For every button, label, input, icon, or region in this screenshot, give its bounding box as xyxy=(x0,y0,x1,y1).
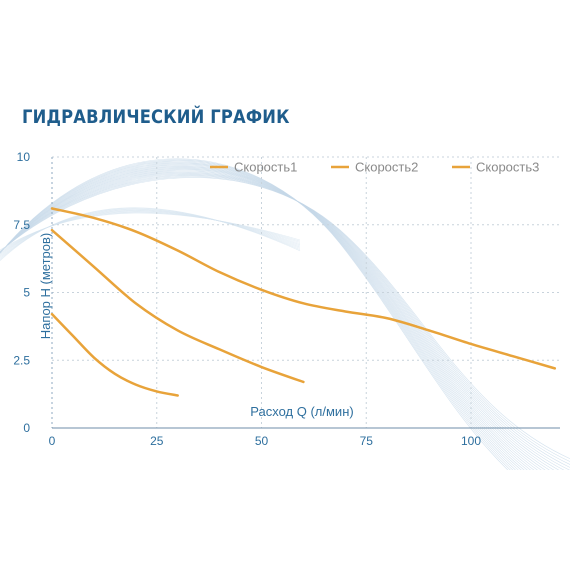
wave-line xyxy=(0,207,301,262)
x-tick-label: 75 xyxy=(360,434,374,448)
wave-line xyxy=(0,162,519,470)
wave-line xyxy=(0,159,511,470)
legend: Скорость1 Скорость2 Скорость3 xyxy=(210,160,539,175)
y-axis-label: Напор H (метров) xyxy=(38,233,53,339)
y-tick-label: 2.5 xyxy=(13,353,30,367)
series-line-1 xyxy=(50,207,557,370)
legend-label: Скорость2 xyxy=(355,160,418,175)
wave-line xyxy=(0,171,560,470)
wave-line xyxy=(0,163,525,470)
wave-line xyxy=(0,165,531,470)
wave-line xyxy=(0,175,570,465)
wave-line xyxy=(0,172,565,470)
wave-line xyxy=(0,161,517,470)
wave-line xyxy=(0,169,546,470)
wave-line xyxy=(0,163,522,470)
x-axis-label: Расход Q (л/мин) xyxy=(250,404,353,419)
x-tick-label: 25 xyxy=(150,434,164,448)
y-tick-label: 10 xyxy=(17,150,31,164)
grid xyxy=(52,156,560,428)
wave-line xyxy=(0,174,570,468)
legend-label: Скорость1 xyxy=(234,160,297,175)
axis-labels: Расход Q (л/мин) Напор H (метров) xyxy=(38,233,354,419)
y-tick-label: 5 xyxy=(23,286,30,300)
wave-line xyxy=(0,173,570,470)
series-line-2 xyxy=(50,228,305,384)
x-tick-label: 100 xyxy=(461,434,481,448)
tick-labels: 0 25 50 75 100 0 2.5 5 7.5 10 xyxy=(13,150,481,448)
x-tick-label: 0 xyxy=(49,434,56,448)
wave-line xyxy=(0,177,570,459)
decorative-wave-lines xyxy=(0,158,570,470)
wave-line xyxy=(0,160,514,470)
y-tick-label: 0 xyxy=(23,421,30,435)
series-line-3 xyxy=(50,312,179,397)
wave-line xyxy=(0,166,535,470)
y-tick-label: 7.5 xyxy=(13,218,30,232)
wave-line xyxy=(0,158,509,470)
wave-line xyxy=(0,170,550,470)
wave-line xyxy=(0,167,538,470)
axes xyxy=(51,157,560,429)
wave-line xyxy=(0,168,542,470)
legend-label: Скорость3 xyxy=(476,160,539,175)
series-lines xyxy=(50,207,557,397)
chart-title: ГИДРАВЛИЧЕСКИЙ ГРАФИК xyxy=(22,106,290,128)
x-tick-label: 50 xyxy=(255,434,269,448)
wave-line xyxy=(0,164,528,470)
wave-line xyxy=(0,176,570,462)
wave-line xyxy=(0,171,555,470)
